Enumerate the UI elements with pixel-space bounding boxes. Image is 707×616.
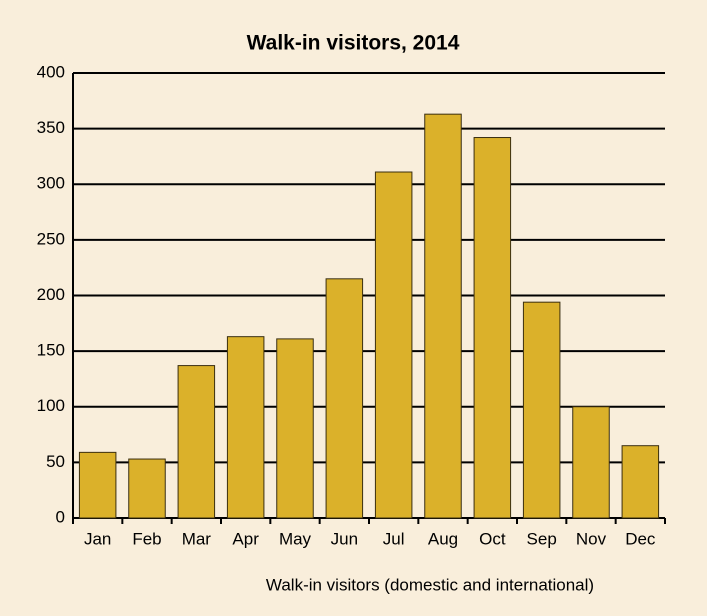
bar xyxy=(276,338,314,519)
chart-title: Walk-in visitors, 2014 xyxy=(247,32,460,55)
bar xyxy=(177,365,216,519)
bar xyxy=(325,278,364,519)
y-tick-label: 200 xyxy=(37,285,65,304)
y-tick-label: 100 xyxy=(37,396,65,415)
x-tick-label: Oct xyxy=(479,529,506,548)
x-tick-label: Apr xyxy=(232,529,259,548)
bar xyxy=(78,451,117,519)
x-tick-label: Jan xyxy=(84,529,111,548)
x-tick-label: Feb xyxy=(132,529,161,548)
bar xyxy=(226,336,265,519)
y-tick-label: 50 xyxy=(46,452,65,471)
bar xyxy=(473,137,512,519)
x-tick-label: Nov xyxy=(576,529,607,548)
x-tick-label: Sep xyxy=(527,529,557,548)
x-tick-label: Aug xyxy=(428,529,458,548)
y-tick-label: 300 xyxy=(37,174,65,193)
bar xyxy=(572,406,610,519)
bar xyxy=(374,171,413,519)
x-tick-label: Mar xyxy=(182,529,212,548)
bar xyxy=(621,445,660,519)
y-tick-label: 250 xyxy=(37,229,65,248)
y-tick-label: 0 xyxy=(56,507,65,526)
y-tick-label: 350 xyxy=(37,118,65,137)
x-axis-label: Walk-in visitors (domestic and internati… xyxy=(266,575,594,594)
bar xyxy=(522,301,561,519)
x-tick-label: Jul xyxy=(383,529,405,548)
x-tick-label: May xyxy=(279,529,312,548)
x-tick-label: Jun xyxy=(331,529,358,548)
bar xyxy=(424,113,462,519)
x-tick-label: Dec xyxy=(625,529,656,548)
y-tick-label: 400 xyxy=(37,62,65,81)
y-tick-label: 150 xyxy=(37,341,65,360)
bar xyxy=(128,458,166,519)
